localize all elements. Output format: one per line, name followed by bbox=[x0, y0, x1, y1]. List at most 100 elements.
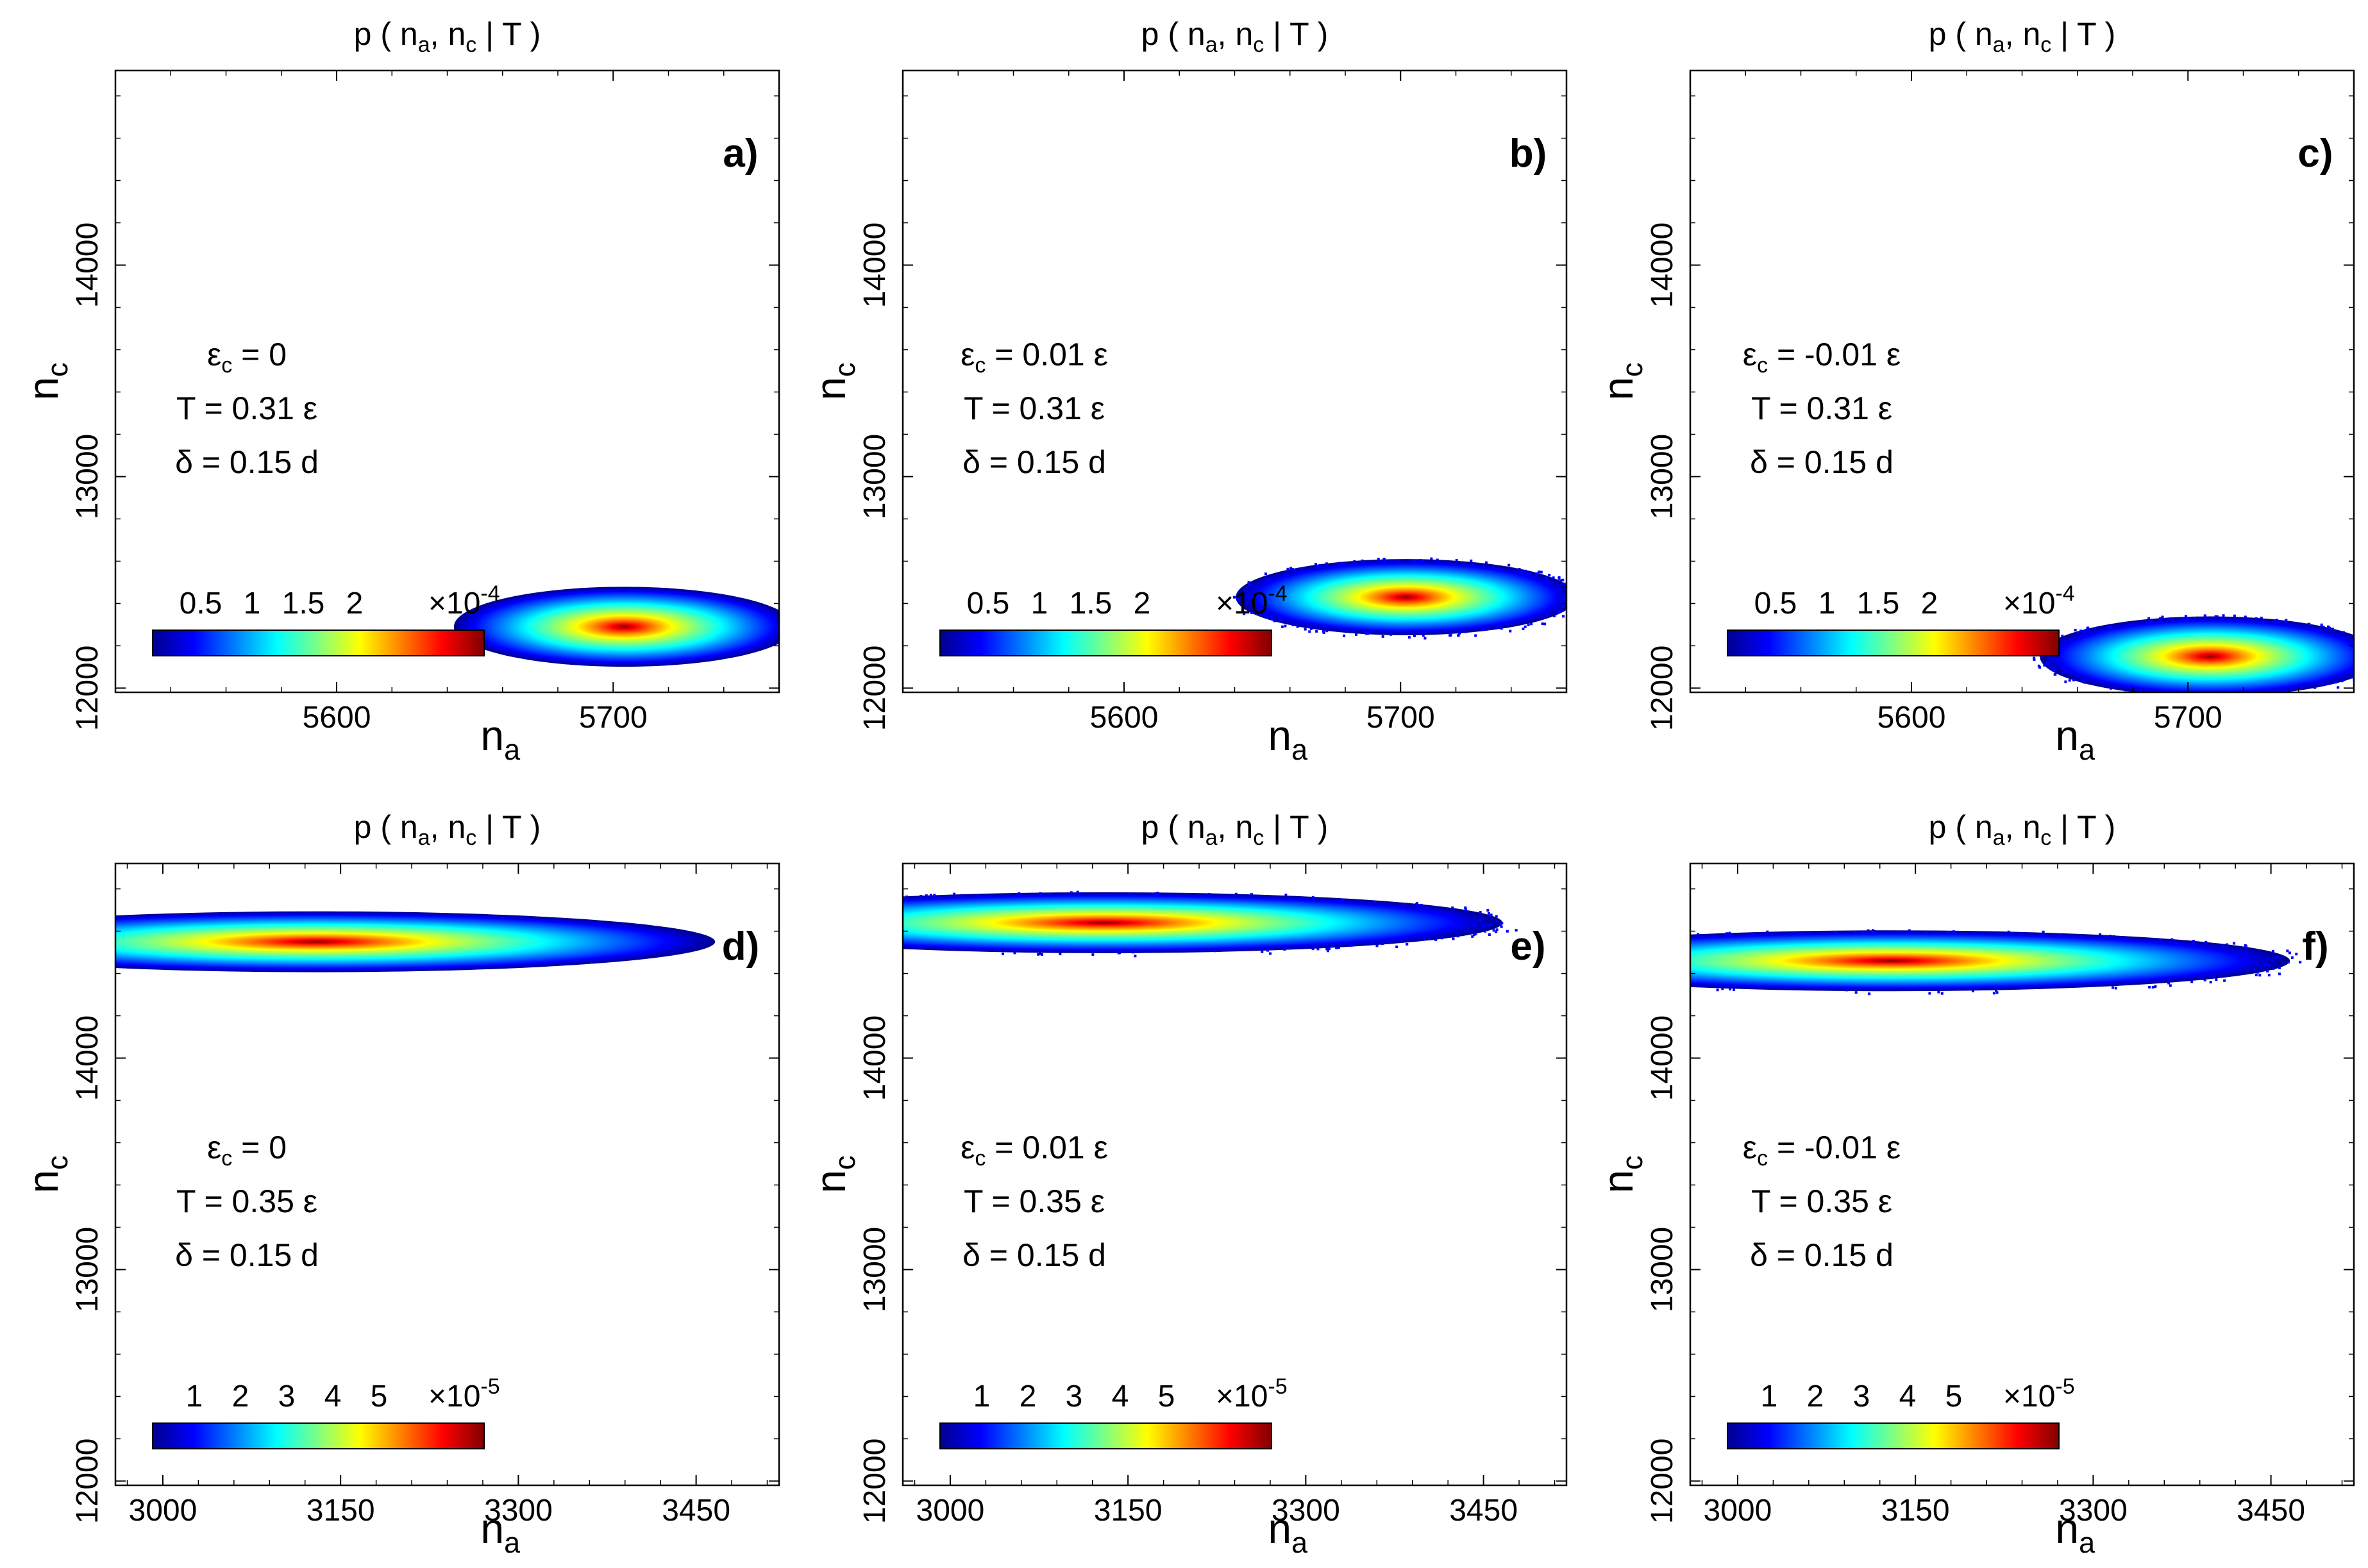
heatmap-noise-cell bbox=[1568, 599, 1571, 602]
heatmap-noise-cell bbox=[2243, 952, 2246, 955]
heatmap-noise-cell bbox=[1733, 988, 1736, 991]
heatmap-noise-cell bbox=[2190, 980, 2194, 983]
heatmap-noise-cell bbox=[2244, 615, 2247, 619]
heatmap-noise-cell bbox=[1413, 634, 1416, 637]
parameter-annotation: δ = 0.15 d bbox=[175, 444, 319, 480]
heatmap-noise-cell bbox=[1291, 623, 1295, 626]
heatmap-noise-cell bbox=[1258, 613, 1261, 616]
heatmap-noise-cell bbox=[2061, 635, 2064, 638]
heatmap-noise-cell bbox=[1423, 937, 1426, 940]
y-tick-label: 13000 bbox=[1645, 1227, 1679, 1312]
colorbar bbox=[1727, 630, 2060, 656]
heatmap-noise-cell bbox=[1423, 906, 1427, 910]
heatmap-noise-cell bbox=[809, 906, 812, 908]
heatmap-noise-cell bbox=[1575, 587, 1577, 589]
heatmap-noise-cell bbox=[2151, 621, 2154, 624]
heatmap-noise-cell bbox=[1037, 953, 1040, 956]
heatmap-noise-cell bbox=[2308, 622, 2311, 626]
x-tick-label: 3150 bbox=[1881, 1494, 1950, 1528]
heatmap-noise-cell bbox=[2162, 940, 2165, 944]
heatmap-noise-cell bbox=[1286, 567, 1289, 571]
heatmap-noise-cell bbox=[1479, 911, 1482, 914]
heatmap-noise-cell bbox=[1343, 634, 1346, 637]
heatmap-noise-cell bbox=[1559, 944, 1561, 947]
heatmap-noise-cell bbox=[1665, 935, 1667, 937]
heatmap-noise-cell bbox=[1524, 970, 1526, 972]
heatmap-noise-cell bbox=[1325, 630, 1329, 633]
heatmap-noise-cell bbox=[2040, 655, 2044, 658]
heatmap-noise-cell bbox=[2109, 625, 2112, 628]
x-tick-label: 5600 bbox=[303, 701, 371, 735]
y-tick-label: 12000 bbox=[858, 1439, 892, 1524]
heatmap-noise-cell bbox=[1214, 949, 1217, 953]
heatmap-noise-cell bbox=[2079, 630, 2083, 633]
heatmap-noise-cell bbox=[1482, 628, 1485, 631]
heatmap-noise-cell bbox=[2079, 635, 2083, 638]
heatmap-noise-cell bbox=[1479, 919, 1482, 922]
heatmap-noise-cell bbox=[1572, 610, 1574, 612]
heatmap-noise-cell bbox=[2154, 940, 2158, 944]
heatmap-noise-cell bbox=[2159, 619, 2162, 622]
heatmap-noise-cell bbox=[1854, 991, 1858, 994]
heatmap-noise-cell bbox=[1541, 615, 1544, 618]
heatmap-noise-cell bbox=[771, 941, 774, 944]
heatmap-noise-cell bbox=[1553, 614, 1556, 617]
heatmap-noise-cell bbox=[1507, 563, 1511, 567]
heatmap-noise-cell bbox=[1388, 941, 1391, 944]
heatmap-noise-cell bbox=[1613, 938, 1616, 940]
heatmap bbox=[1232, 557, 1577, 640]
heatmap-noise-cell bbox=[1492, 929, 1495, 932]
heatmap-noise-cell bbox=[1702, 936, 1706, 939]
heatmap-noise-cell bbox=[1304, 628, 1307, 631]
heatmap-noise-cell bbox=[2262, 621, 2265, 624]
heatmap-noise-cell bbox=[977, 894, 980, 897]
heatmap-noise-cell bbox=[1564, 596, 1566, 599]
heatmap-noise-cell bbox=[1281, 625, 1284, 628]
heatmap-noise-cell bbox=[1559, 975, 1561, 978]
heatmap-noise-cell bbox=[1676, 934, 1679, 937]
heatmap-noise-cell bbox=[1018, 892, 1021, 895]
heatmap-noise-cell bbox=[1608, 980, 1611, 983]
heatmap-noise-cell bbox=[1529, 572, 1532, 575]
heatmap-noise-cell bbox=[1654, 984, 1657, 987]
heatmap-noise-cell bbox=[2285, 619, 2288, 622]
heatmap-noise-cell bbox=[1995, 989, 1998, 992]
heatmap-noise-cell bbox=[2221, 944, 2224, 947]
heatmap-noise-cell bbox=[1488, 933, 1491, 937]
chart-title: p ( na​, nc​ | T ) bbox=[1929, 16, 2116, 57]
heatmap-noise-cell bbox=[1563, 582, 1566, 585]
heatmap-noise-cell bbox=[1540, 978, 1543, 981]
heatmap-noise-cell bbox=[2358, 674, 2361, 676]
heatmap-noise-cell bbox=[1518, 568, 1521, 571]
heatmap-noise-cell bbox=[1076, 890, 1079, 894]
heatmap-noise-cell bbox=[1952, 930, 1955, 933]
heatmap-noise-cell bbox=[1625, 937, 1628, 939]
x-tick-label: 3000 bbox=[916, 1494, 985, 1528]
heatmap-noise-cell bbox=[1729, 988, 1732, 991]
heatmap-noise-cell bbox=[1430, 557, 1433, 560]
y-axis-label: nc​ bbox=[807, 362, 861, 400]
heatmap-noise-cell bbox=[2351, 676, 2354, 679]
heatmap-noise-cell bbox=[2162, 693, 2165, 696]
heatmap-noise-cell bbox=[2081, 678, 2085, 681]
parameter-annotation: δ = 0.15 d bbox=[1750, 1237, 1894, 1273]
heatmap-noise-cell bbox=[1797, 932, 1801, 935]
heatmap-noise-cell bbox=[1500, 925, 1503, 928]
heatmap-noise-cell bbox=[1040, 953, 1043, 956]
heatmap-noise-cell bbox=[1341, 562, 1344, 565]
x-tick-label: 3300 bbox=[484, 1494, 553, 1528]
heatmap-noise-cell bbox=[1490, 913, 1493, 917]
heatmap-noise-cell bbox=[1416, 902, 1419, 905]
colorbar-tick-label: 5 bbox=[1945, 1380, 1963, 1414]
heatmap-noise-cell bbox=[2072, 678, 2075, 681]
heatmap-noise-cell bbox=[2147, 617, 2151, 620]
heatmap-noise-cell bbox=[840, 946, 843, 949]
heatmap-noise-cell bbox=[1539, 578, 1542, 581]
heatmap-noise-cell bbox=[1482, 924, 1485, 927]
heatmap-noise-cell bbox=[2295, 953, 2298, 956]
heatmap-noise-cell bbox=[775, 908, 778, 911]
heatmap-noise-cell bbox=[2074, 628, 2077, 631]
heatmap-noise-cell bbox=[1338, 562, 1341, 565]
x-tick-label: 3300 bbox=[2059, 1494, 2128, 1528]
heatmap-noise-cell bbox=[2215, 615, 2219, 618]
